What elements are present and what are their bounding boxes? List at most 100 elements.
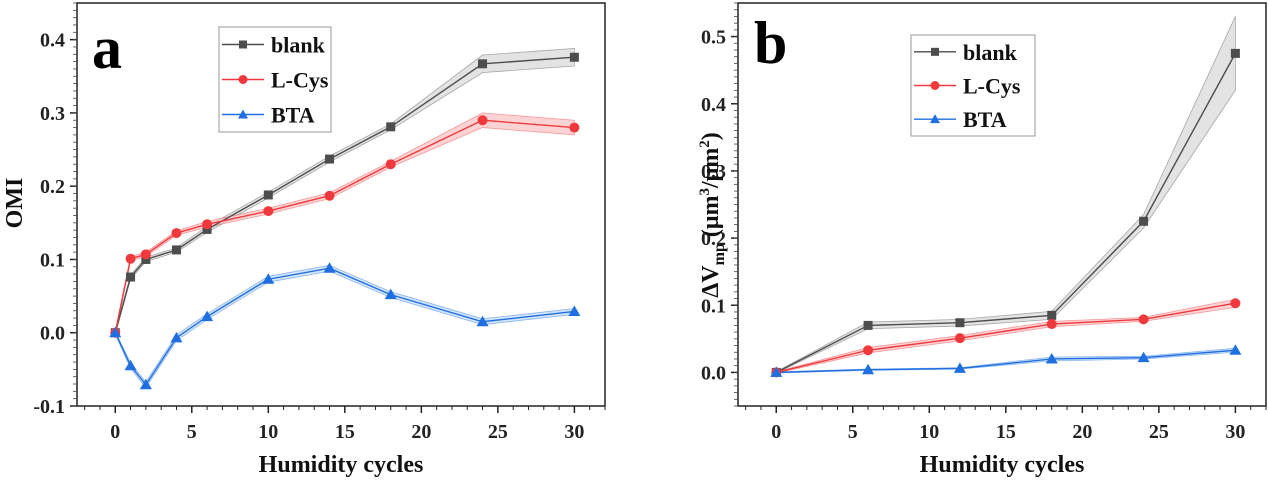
legend-item-blank: blank (914, 40, 1018, 65)
panel-b-label: b (754, 10, 787, 76)
legend-label: L-Cys (271, 68, 329, 93)
data-point-l-cys (1138, 314, 1149, 325)
data-point-blank (386, 122, 396, 132)
data-point-l-cys (954, 333, 965, 344)
x-tick-label: 10 (258, 421, 278, 443)
panel-b-y-ticks: 0.0 0.1 0.2 0.3 0.4 0.5 (701, 2, 738, 407)
x-tick-label: 30 (564, 421, 584, 443)
data-point-bta (201, 310, 214, 322)
legend-item-l-cys: L-Cys (914, 74, 1021, 99)
data-point-bta (568, 305, 581, 316)
data-point-bta (170, 331, 183, 343)
panel-a-legend: blank L-Cys BTA (218, 26, 332, 133)
data-point-blank (955, 318, 965, 328)
panel-b-x-axis-title: Humidity cycles (920, 452, 1085, 478)
y-tick-label: 0.2 (701, 228, 726, 250)
panel-a: 0 5 10 15 20 25 30 -0.1 0.0 0.1 0.2 0.3 0.4 a Humid… (2, 2, 606, 478)
data-point-blank (1139, 216, 1149, 226)
y-tick-label: 0.3 (701, 161, 726, 183)
data-point-bta (323, 262, 336, 273)
legend-label: BTA (963, 107, 1007, 132)
panel-a-label: a (92, 15, 122, 81)
legend-square-marker-icon (239, 40, 247, 49)
data-point-l-cys (385, 159, 396, 170)
error-band-bta (114, 264, 575, 389)
series-line-bta (114, 267, 575, 386)
data-point-l-cys (1230, 298, 1241, 309)
data-point-bta (109, 326, 122, 338)
x-tick-label: 25 (488, 421, 508, 443)
data-point-bta (262, 273, 275, 284)
data-point-bta (770, 366, 783, 377)
x-tick-label: 0 (771, 421, 781, 443)
data-point-bta (1137, 351, 1150, 363)
legend-item-bta: BTA (914, 107, 1007, 132)
data-point-blank (126, 272, 136, 282)
data-point-blank (171, 245, 181, 255)
data-point-blank (141, 254, 151, 264)
x-tick-label: 30 (1225, 421, 1245, 443)
data-point-blank (202, 224, 212, 234)
y-title-sup2: 2 (697, 140, 713, 148)
data-point-blank (263, 190, 273, 200)
data-point-l-cys (863, 345, 874, 356)
error-band-blank (114, 47, 575, 335)
y-tick-label: 0.2 (40, 176, 65, 198)
error-band-l-cys (114, 112, 575, 335)
panel-a-y-ticks: -0.1 0.0 0.1 0.2 0.3 0.4 (33, 2, 77, 418)
x-tick-label: 10 (919, 421, 939, 443)
panel-b-legend: blank L-Cys BTA (910, 34, 1036, 137)
data-point-bta (124, 359, 137, 371)
legend-label: L-Cys (963, 74, 1021, 99)
legend-triangle-marker-icon (238, 109, 248, 119)
x-tick-label: 5 (848, 421, 858, 443)
legend-label: blank (963, 40, 1018, 65)
x-tick-label: 5 (187, 421, 197, 443)
series-line-blank (114, 56, 575, 333)
data-point-l-cys (171, 228, 182, 239)
x-tick-label: 15 (996, 421, 1016, 443)
data-point-l-cys (263, 206, 274, 217)
panel-b-y-axis-title: ΔVmp (μm3/μm2) (697, 132, 728, 297)
data-point-l-cys (1046, 319, 1057, 330)
legend-circle-marker-icon (238, 75, 248, 84)
x-tick-label: 15 (335, 421, 355, 443)
legend-item-bta: BTA (222, 103, 315, 128)
panel-a-x-ticks: 0 5 10 15 20 25 30 (84, 406, 606, 443)
x-tick-label: 20 (411, 421, 431, 443)
data-point-blank (325, 154, 335, 164)
x-tick-label: 20 (1072, 421, 1092, 443)
y-tick-label: 0.0 (701, 362, 726, 384)
data-point-blank (1047, 310, 1057, 320)
data-point-blank (863, 320, 873, 330)
data-point-l-cys (202, 219, 213, 230)
data-point-l-cys (125, 253, 136, 264)
data-point-l-cys (569, 122, 580, 133)
series-line-bta (776, 349, 1236, 374)
legend-square-marker-icon (931, 47, 939, 56)
panel-a-plot-frame (76, 2, 606, 407)
data-point-l-cys (477, 115, 488, 126)
data-point-bta (1045, 352, 1058, 364)
legend-item-blank: blank (222, 33, 326, 58)
data-point-bta (953, 362, 966, 373)
data-point-bta (1229, 344, 1242, 355)
panel-a-error-bands (114, 47, 575, 389)
data-point-bta (476, 315, 489, 327)
legend-label: BTA (271, 103, 315, 128)
y-title-mid: /μm (698, 148, 724, 189)
error-band-bta (775, 347, 1236, 374)
series-line-blank (775, 53, 1237, 374)
y-tick-label: 0.4 (40, 30, 65, 52)
y-tick-label: 0.0 (40, 323, 65, 345)
data-point-bta (384, 288, 397, 300)
panel-a-markers (109, 52, 581, 390)
y-tick-label: 0.1 (701, 295, 726, 317)
y-tick-label: 0.3 (40, 103, 65, 125)
data-point-blank (569, 52, 579, 62)
legend-item-l-cys: L-Cys (222, 68, 329, 93)
y-tick-label: 0.4 (701, 94, 726, 116)
data-point-l-cys (140, 249, 151, 260)
y-title-sup1: 3 (697, 188, 713, 196)
